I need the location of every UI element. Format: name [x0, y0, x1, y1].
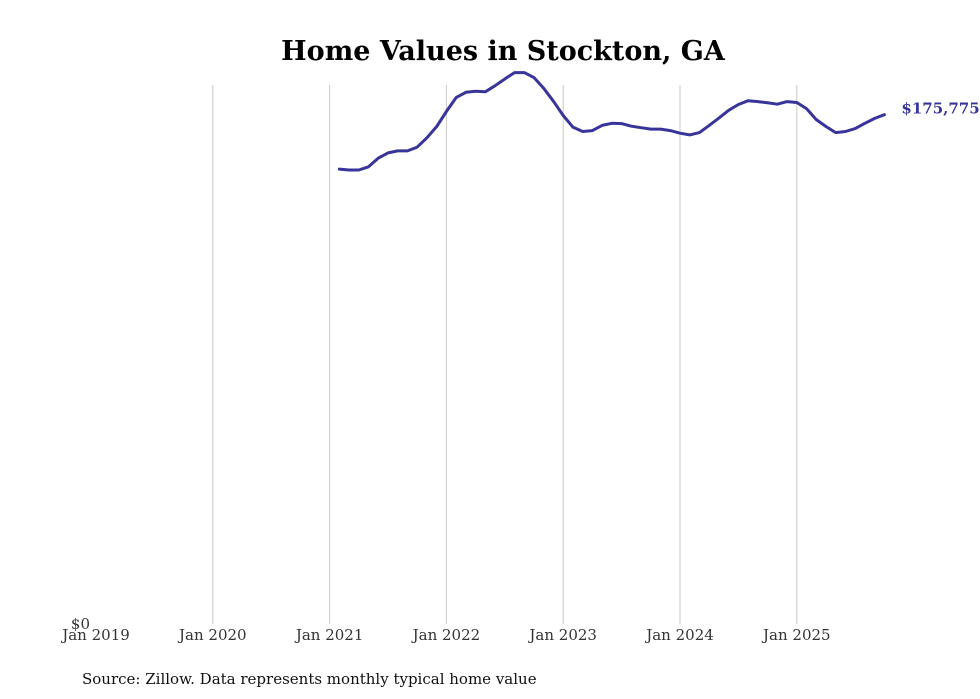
gridlines: [212, 85, 798, 624]
y-axis-ticks: $0: [71, 615, 90, 633]
x-tick-label: Jan 2021: [294, 626, 364, 644]
x-tick-label: Jan 2019: [60, 626, 130, 644]
x-tick-label: Jan 2022: [411, 626, 481, 644]
chart-title: Home Values in Stockton, GA: [281, 36, 726, 67]
series-line: [337, 71, 886, 172]
y-tick-label: $0: [71, 615, 90, 633]
x-tick-label: Jan 2024: [644, 626, 714, 644]
source-note: Source: Zillow. Data represents monthly …: [82, 670, 537, 688]
x-tick-label: Jan 2025: [761, 626, 831, 644]
x-axis-ticks: Jan 2019 Jan 2020 Jan 2021 Jan 2022 Jan 2023…: [60, 626, 830, 644]
series-layer: $175,775: [337, 71, 980, 172]
x-tick-label: Jan 2020: [177, 626, 247, 644]
x-tick-label: Jan 2023: [527, 626, 597, 644]
series-end-label: $175,775: [901, 100, 979, 118]
